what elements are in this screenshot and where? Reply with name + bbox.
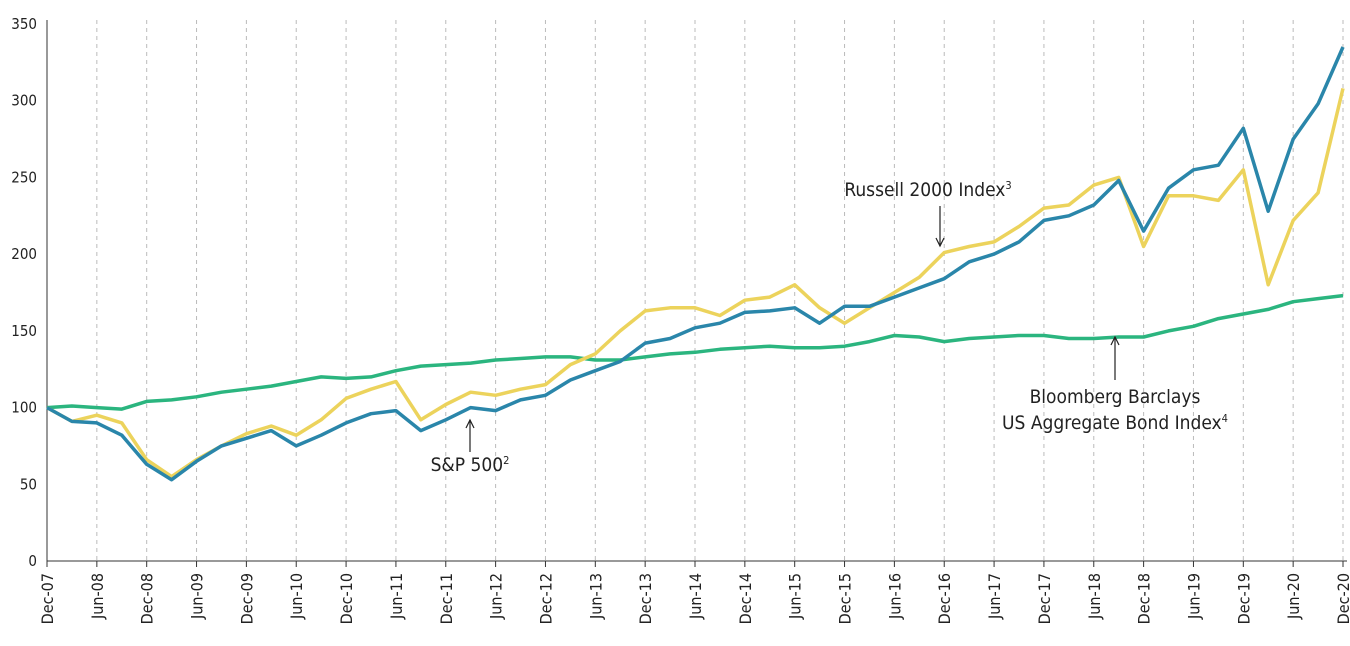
x-tick-label: Dec-11: [437, 573, 456, 624]
arrow-head: [1110, 335, 1120, 346]
x-tick-label: Jun-14: [686, 573, 705, 620]
annotation: Russell 2000 Index3: [844, 179, 1012, 248]
x-tick-label: Jun-09: [188, 573, 207, 620]
y-tick-label: 0: [28, 552, 37, 570]
annotation-line: Russell 2000 Index: [844, 179, 1005, 201]
annotation-sup: 4: [1222, 412, 1228, 425]
x-tick-label: Dec-13: [636, 573, 655, 624]
x-tick-label: Dec-19: [1234, 573, 1253, 624]
annotation-text: Bloomberg Barclays: [1030, 386, 1201, 408]
annotation-line: S&P 500: [431, 454, 504, 476]
x-tick-label: Jun-17: [985, 573, 1004, 620]
annotation-line: Bloomberg Barclays: [1030, 386, 1201, 408]
x-tick-label: Dec-18: [1135, 573, 1154, 624]
x-tick-label: Dec-20: [1334, 573, 1350, 624]
x-tick-label: Dec-12: [536, 573, 555, 624]
x-tick-label: Jun-12: [487, 573, 506, 620]
y-tick-label: 250: [11, 168, 37, 186]
x-tick-label: Dec-15: [836, 573, 855, 624]
annotation-sup: 3: [1005, 179, 1011, 192]
x-tick-label: Dec-09: [237, 573, 256, 624]
annotation-text: Russell 2000 Index3: [844, 179, 1011, 201]
arrow-head: [465, 418, 475, 429]
x-tick-label: Jun-15: [786, 573, 805, 620]
arrow-head: [935, 237, 945, 248]
x-tick-label: Jun-20: [1284, 573, 1303, 620]
x-tick-label: Jun-10: [287, 573, 306, 620]
x-tick-label: Jun-18: [1085, 573, 1104, 620]
x-tick-label: Jun-19: [1184, 573, 1203, 620]
y-tick-label: 150: [11, 322, 37, 340]
annotation-line: US Aggregate Bond Index: [1002, 412, 1222, 434]
y-tick-label: 50: [20, 475, 37, 493]
x-tick-label: Dec-08: [138, 573, 157, 624]
x-tick-label: Jun-11: [387, 573, 406, 620]
x-tick-label: Dec-07: [38, 573, 57, 624]
x-tick-label: Jun-16: [885, 573, 904, 620]
y-tick-label: 300: [11, 92, 37, 110]
x-tick-label: Jun-13: [586, 573, 605, 620]
annotation-text: S&P 5002: [431, 454, 510, 476]
x-tick-label: Dec-14: [736, 573, 755, 624]
annotation-sup: 2: [503, 454, 509, 467]
x-tick-label: Dec-17: [1035, 573, 1054, 624]
series-line: [46, 46, 1345, 482]
annotation: Bloomberg Barclays US Aggregate Bond Inde…: [1002, 335, 1228, 434]
annotation-text: US Aggregate Bond Index4: [1002, 412, 1228, 434]
y-tick-label: 350: [11, 15, 37, 33]
series-line: [46, 293, 1344, 411]
y-tick-label: 200: [11, 245, 37, 263]
y-tick-label: 100: [11, 399, 37, 417]
annotation: S&P 5002: [431, 418, 510, 476]
x-tick-label: Dec-10: [337, 573, 356, 624]
x-tick-label: Dec-16: [935, 573, 954, 624]
x-tick-label: Jun-08: [88, 573, 107, 620]
